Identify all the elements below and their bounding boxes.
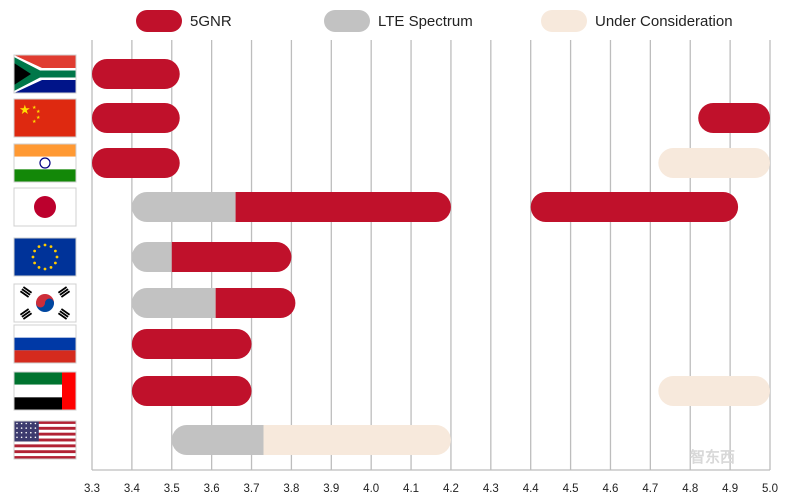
x-tick-label-4.5: 4.5 xyxy=(563,483,579,495)
x-tick-label-4.6: 4.6 xyxy=(602,483,618,495)
x-tick-label-3.7: 3.7 xyxy=(244,483,260,495)
legend-swatch xyxy=(541,10,587,32)
bar-row-european-union xyxy=(131,242,292,272)
svg-text:★: ★ xyxy=(36,109,41,115)
bar-segment-5gnr xyxy=(92,148,180,178)
uae-flag-icon xyxy=(13,371,77,411)
bar-row-south-africa xyxy=(92,59,180,90)
x-tick-label-3.8: 3.8 xyxy=(283,483,299,495)
x-tick-label-4.7: 4.7 xyxy=(642,483,658,495)
legend-label: 5GNR xyxy=(190,13,232,30)
x-tick-label-4.2: 4.2 xyxy=(443,483,459,495)
china-flag-icon: ★ ★★★★ xyxy=(13,98,77,138)
bar-segment-5gnr xyxy=(530,192,739,222)
bar-segment-under-consideration xyxy=(263,425,451,455)
x-tick-label-5.0: 5.0 xyxy=(762,483,778,495)
bar-segment-5gnr xyxy=(698,103,770,133)
x-axis-ticks: 3.3 3.4 3.5 3.6 3.7 3.8 3.9 4.0 4.1 4.2 4.3 4.4 4.5 4… xyxy=(84,483,778,495)
united-states-flag-icon xyxy=(13,420,77,460)
x-tick-label-4.4: 4.4 xyxy=(523,483,540,495)
bar-segment-5gnr xyxy=(235,192,451,222)
legend-entry-5gnr: 5GNR xyxy=(136,10,232,32)
x-tick-label-3.3: 3.3 xyxy=(84,483,100,495)
x-tick-label-4.1: 4.1 xyxy=(403,483,419,495)
country-flags: ★ ★★★★ xyxy=(13,54,77,460)
legend-swatch xyxy=(136,10,182,32)
bar-segment-lte-spectrum xyxy=(131,242,172,272)
x-tick-label-3.6: 3.6 xyxy=(204,483,220,495)
bar-row-uae xyxy=(131,376,770,406)
legend-entry-lte-spectrum: LTE Spectrum xyxy=(324,10,473,32)
bar-segment-5gnr xyxy=(131,376,252,406)
legend: 5GNR LTE Spectrum Under Consideration xyxy=(136,10,733,32)
spectrum-bars xyxy=(92,59,770,455)
japan-flag-icon xyxy=(13,187,77,227)
x-tick-label-3.9: 3.9 xyxy=(323,483,339,495)
bar-segment-5gnr xyxy=(215,288,296,318)
legend-swatch xyxy=(324,10,370,32)
bar-row-india xyxy=(92,148,770,178)
x-tick-label-4.0: 4.0 xyxy=(363,483,379,495)
svg-text:★: ★ xyxy=(36,115,41,121)
bar-row-china xyxy=(92,103,770,133)
bar-row-japan xyxy=(131,192,739,222)
svg-text:★: ★ xyxy=(19,103,31,118)
russia-flag-icon xyxy=(13,324,77,364)
bar-segment-5gnr xyxy=(92,103,180,133)
svg-text:★: ★ xyxy=(32,105,37,111)
bar-row-united-states xyxy=(171,425,451,455)
bar-segment-lte-spectrum xyxy=(171,425,264,455)
x-tick-label-3.5: 3.5 xyxy=(164,483,180,495)
grid-lines xyxy=(91,40,771,471)
bar-segment-lte-spectrum xyxy=(131,288,216,318)
south-africa-flag-icon xyxy=(13,54,77,94)
x-tick-label-3.4: 3.4 xyxy=(124,483,141,495)
bar-row-south-korea xyxy=(131,288,296,318)
x-tick-label-4.8: 4.8 xyxy=(682,483,698,495)
india-flag-icon xyxy=(13,143,77,183)
european-union-flag-icon xyxy=(13,237,77,277)
bar-segment-under-consideration xyxy=(658,148,770,178)
legend-label: Under Consideration xyxy=(595,13,733,30)
x-tick-label-4.9: 4.9 xyxy=(722,483,738,495)
bar-segment-lte-spectrum xyxy=(131,192,236,222)
svg-text:★: ★ xyxy=(32,119,37,125)
bar-segment-under-consideration xyxy=(658,376,770,406)
bar-segment-5gnr xyxy=(92,59,180,90)
legend-entry-under-consideration: Under Consideration xyxy=(541,10,733,32)
south-korea-flag-icon xyxy=(13,283,77,323)
bar-segment-5gnr xyxy=(131,329,252,359)
bar-segment-5gnr xyxy=(171,242,292,272)
legend-label: LTE Spectrum xyxy=(378,13,473,30)
watermark-text: 智东西 xyxy=(690,448,735,466)
bar-row-russia xyxy=(131,329,252,359)
x-tick-label-4.3: 4.3 xyxy=(483,483,499,495)
